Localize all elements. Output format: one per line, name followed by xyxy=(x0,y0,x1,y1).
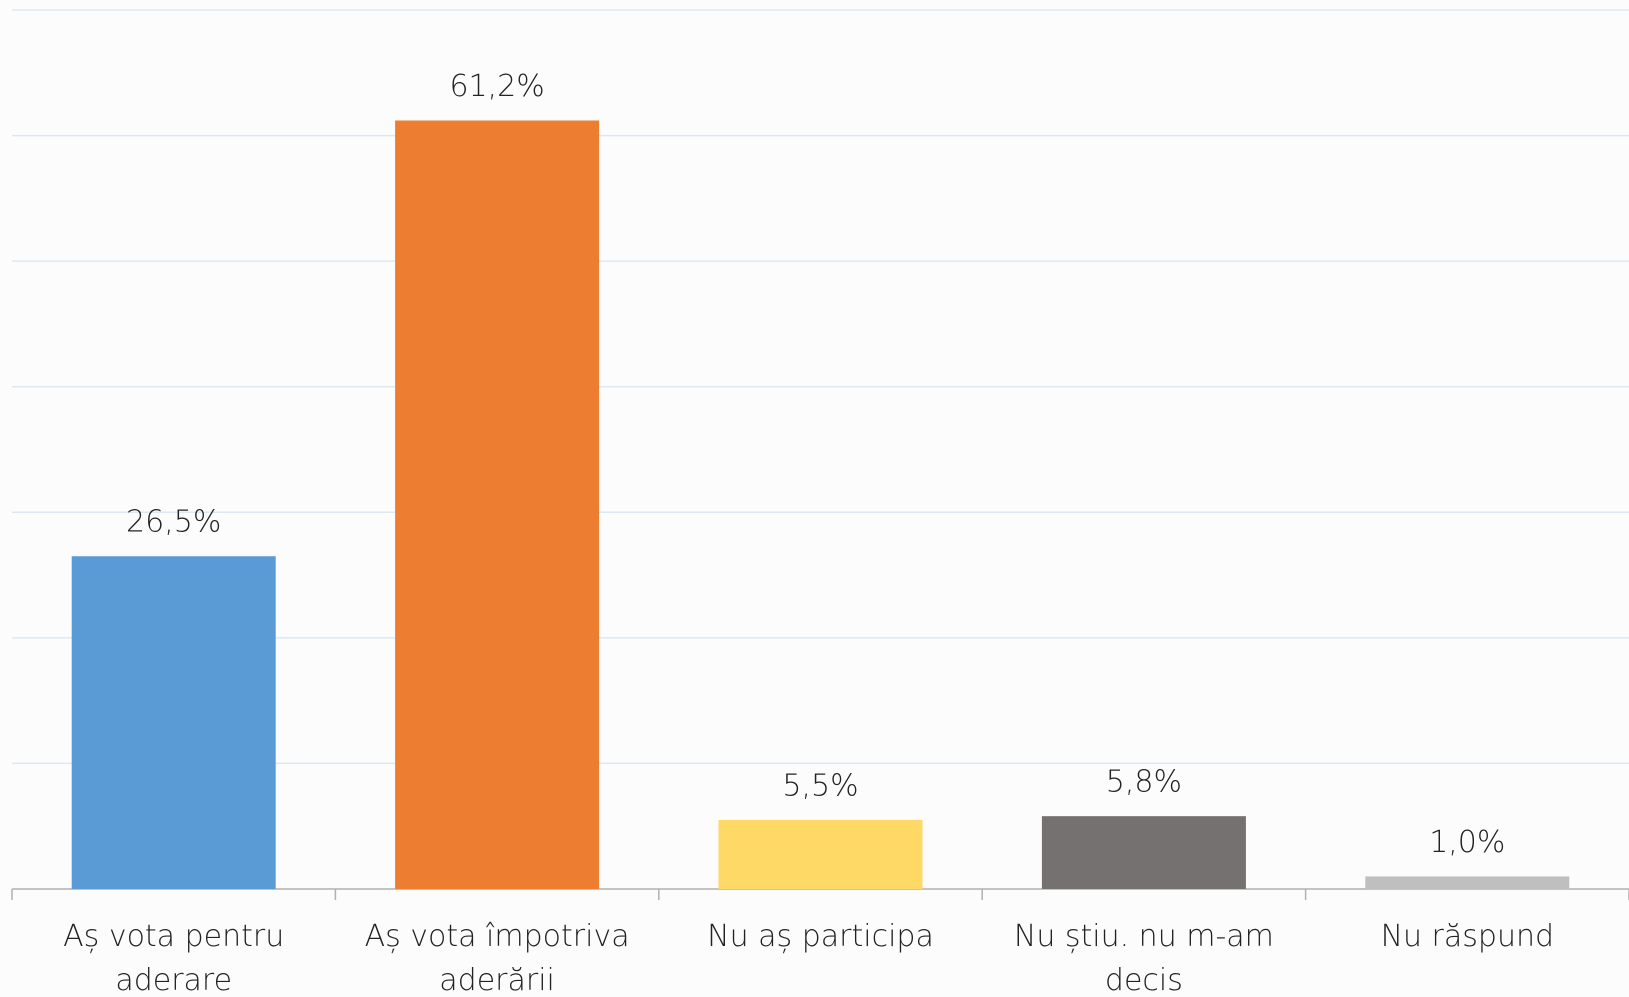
x-tick-label: Nu răspund xyxy=(1380,919,1555,954)
x-tick-label: Nu știu. nu m-am decis xyxy=(1013,919,1274,997)
data-label: 5,8% xyxy=(1106,765,1182,800)
data-label: 1,0% xyxy=(1429,825,1505,860)
bar xyxy=(718,819,923,889)
data-label: 26,5% xyxy=(126,505,221,540)
x-tick-label: Aș vota împotriva aderării xyxy=(364,919,630,997)
data-label: 5,5% xyxy=(782,768,858,803)
x-tick-label: Nu aș participa xyxy=(707,919,934,954)
x-label-box: Nu aș participa xyxy=(707,919,934,954)
x-label-box: Aș vota împotriva aderării xyxy=(364,919,630,997)
bar xyxy=(1041,816,1246,889)
x-label-box: Nu știu. nu m-am decis xyxy=(1013,919,1274,997)
bar xyxy=(395,120,600,889)
x-label-box: Nu răspund xyxy=(1380,919,1555,954)
x-tick-label: Aș vota pentru aderare xyxy=(63,919,285,997)
bar xyxy=(1365,876,1570,889)
bar xyxy=(71,556,276,889)
x-label-box: Aș vota pentru aderare xyxy=(63,919,285,997)
data-label: 61,2% xyxy=(449,69,544,104)
